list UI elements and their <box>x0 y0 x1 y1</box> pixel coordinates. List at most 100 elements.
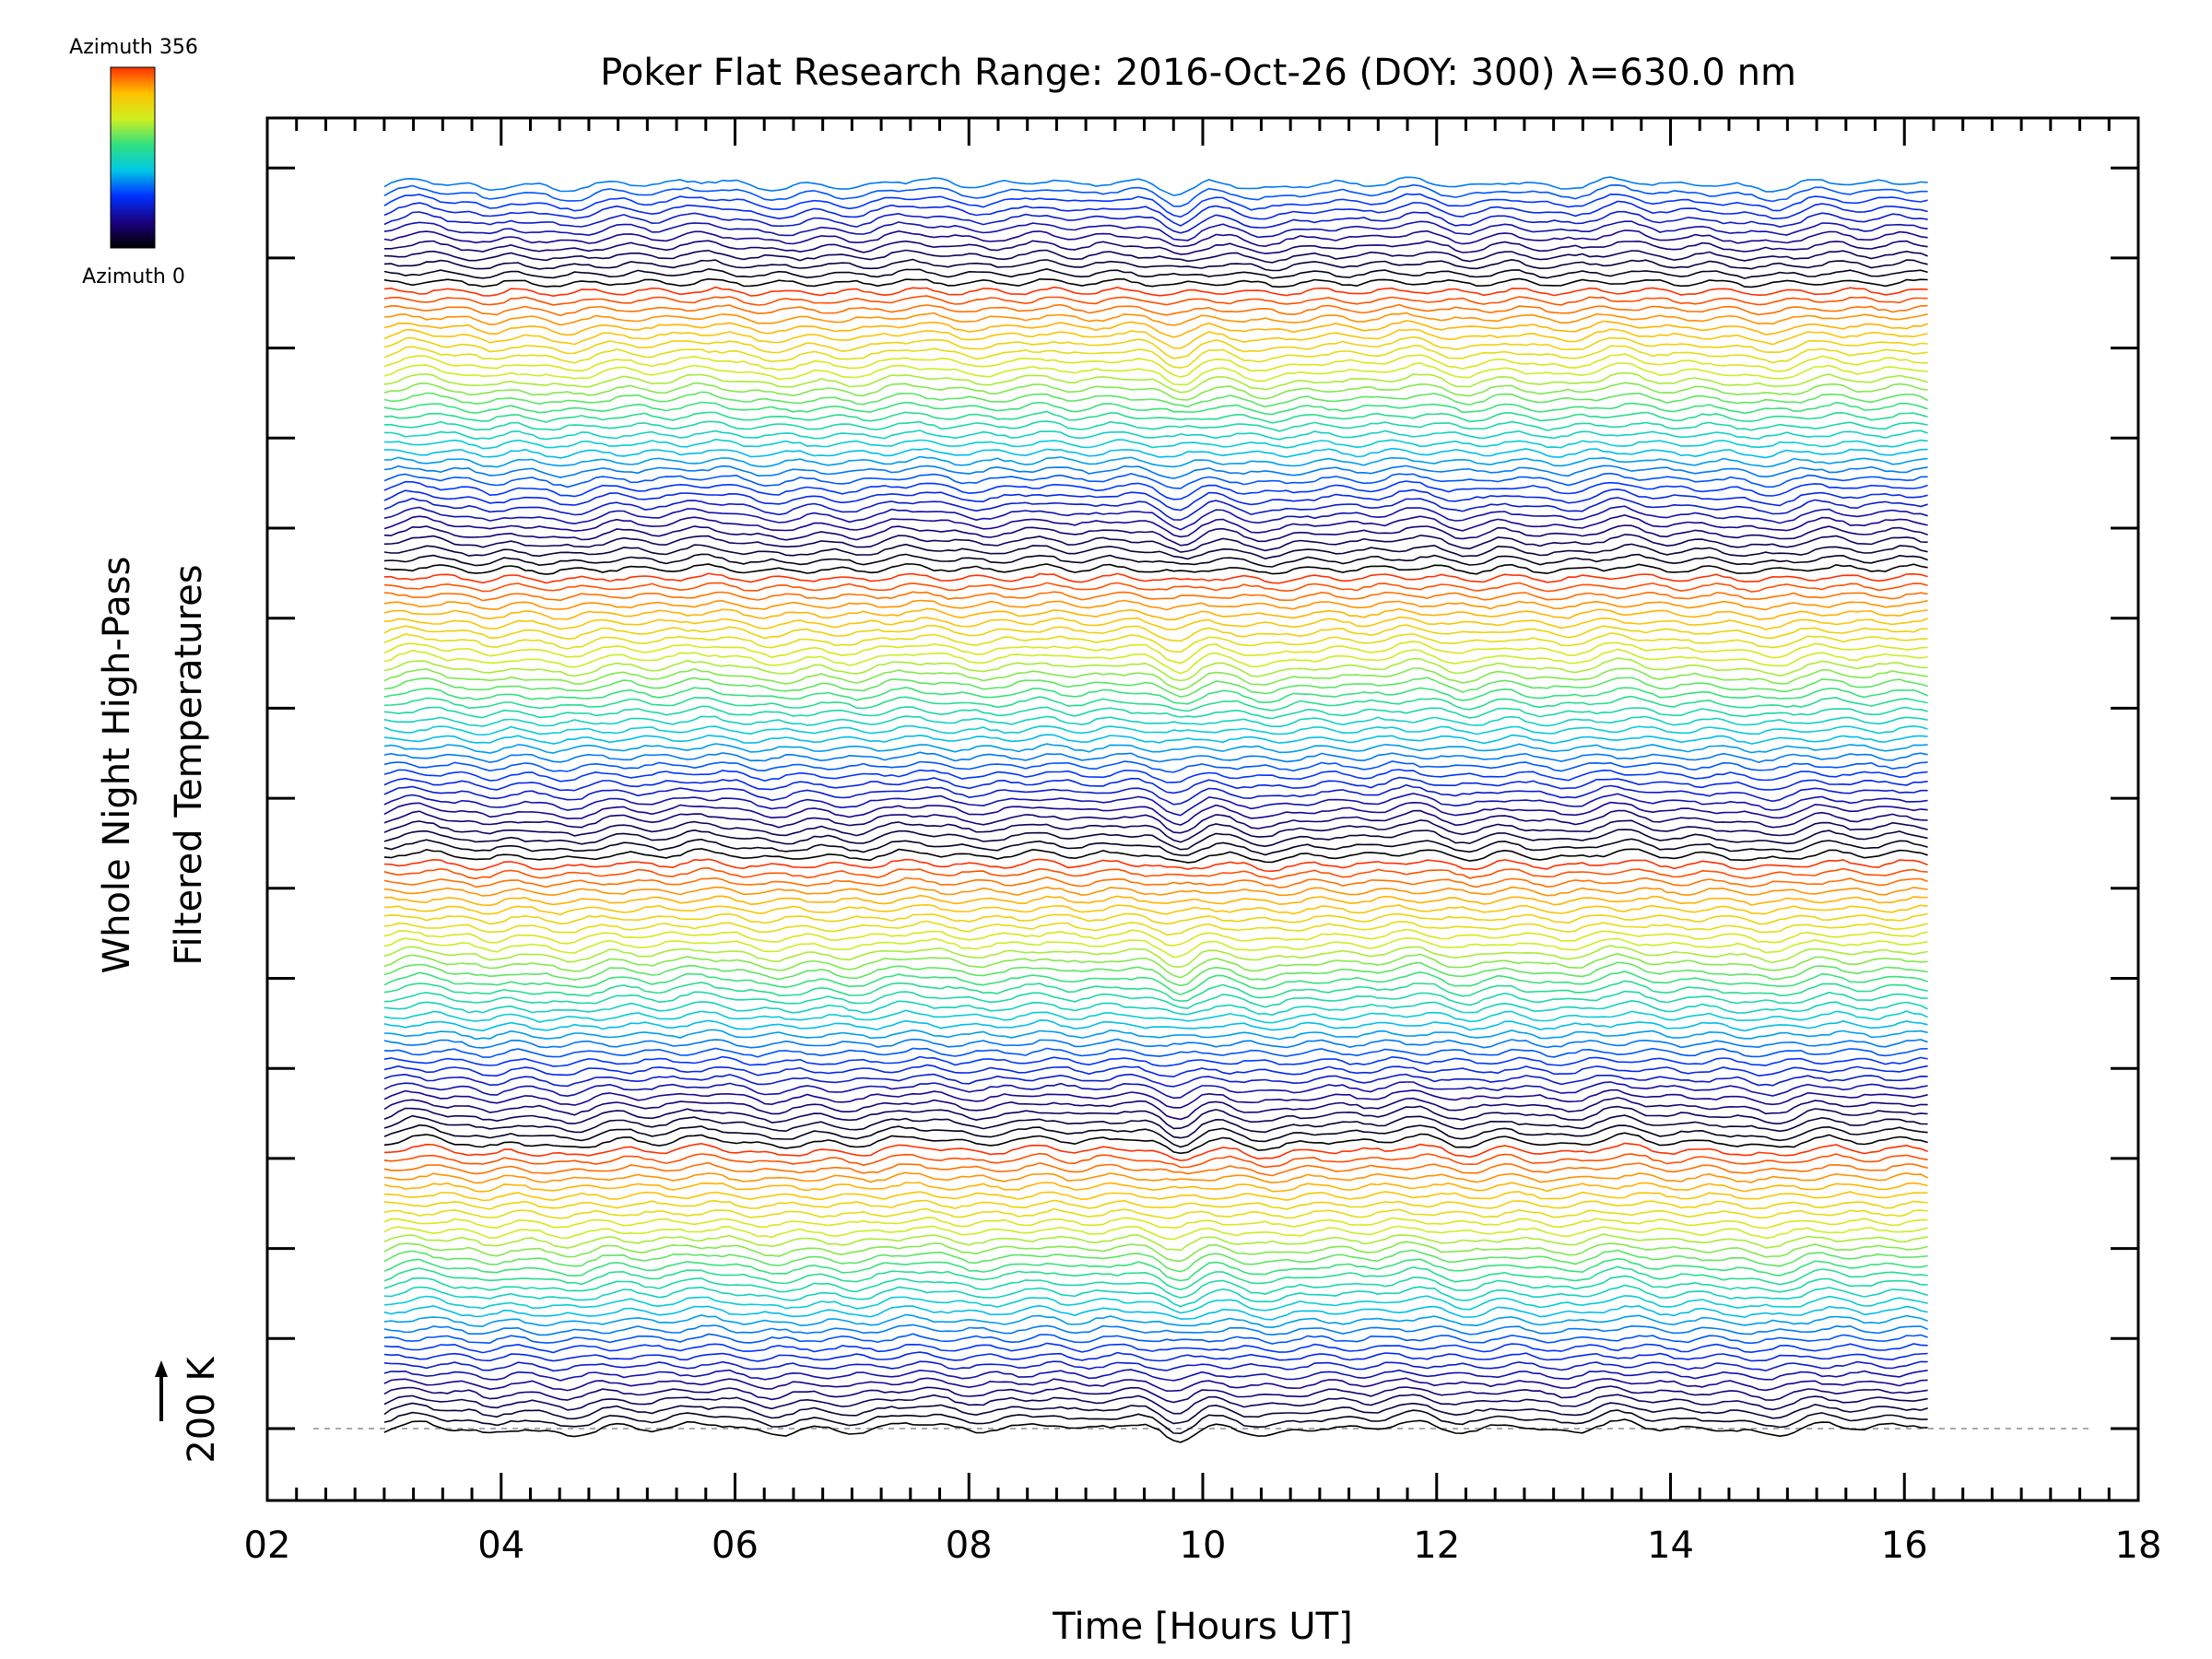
temperature-trace <box>383 848 1928 864</box>
colorbar-top-label: Azimuth 356 <box>69 36 198 59</box>
temperature-trace <box>383 497 1928 521</box>
temperature-trace <box>383 286 1928 298</box>
temperature-trace <box>383 1217 1928 1230</box>
temperature-trace <box>383 193 1928 218</box>
temperature-trace <box>383 210 1928 234</box>
temperature-trace <box>383 1161 1928 1177</box>
x-tick-label: 18 <box>2115 1524 2162 1567</box>
temperature-trace <box>383 1284 1928 1308</box>
temperature-trace <box>383 1142 1928 1162</box>
temperature-trace <box>383 886 1928 897</box>
temperature-trace <box>383 1191 1928 1202</box>
temperature-trace <box>383 591 1928 602</box>
temperature-trace <box>383 776 1928 794</box>
temperature-traces <box>383 176 1928 1443</box>
temperature-trace <box>383 1360 1928 1372</box>
y-axis-label-line-1: Whole Night High-Pass <box>96 557 138 974</box>
temperature-trace <box>383 1029 1928 1041</box>
x-axis-tick-labels: 02 04 06 08 10 12 14 16 18 <box>244 1524 2162 1567</box>
temperature-trace <box>383 465 1928 479</box>
temperature-trace <box>383 783 1928 806</box>
temperature-trace <box>383 335 1928 359</box>
temperature-trace <box>383 1402 1928 1425</box>
temperature-trace <box>383 1342 1928 1354</box>
temperature-trace <box>383 183 1928 207</box>
temperature-trace <box>383 1019 1928 1032</box>
x-tick-label: 10 <box>1180 1524 1227 1567</box>
temperature-trace <box>383 695 1928 712</box>
x-axis-label: Time [Hours UT] <box>1052 1606 1352 1648</box>
colorbar <box>110 66 156 249</box>
temperature-trace <box>383 1182 1928 1193</box>
temperature-trace <box>383 894 1928 907</box>
temperature-trace <box>383 760 1928 773</box>
temperature-trace <box>383 632 1928 653</box>
temperature-trace <box>383 829 1928 851</box>
temperature-trace <box>383 971 1928 996</box>
temperature-trace <box>383 320 1928 338</box>
temperature-trace <box>383 277 1928 288</box>
x-tick-label: 14 <box>1647 1524 1694 1567</box>
temperature-trace <box>383 734 1928 745</box>
temperature-trace <box>383 952 1928 979</box>
temperature-trace <box>383 420 1928 432</box>
y-axis-label: Whole Night High-Pass Filtered Temperatu… <box>96 557 210 974</box>
temperature-trace <box>383 229 1928 248</box>
temperature-trace <box>383 1132 1928 1155</box>
temperature-trace <box>383 429 1928 441</box>
temperature-trace <box>383 1199 1928 1210</box>
temperature-trace <box>383 410 1928 424</box>
temperature-trace <box>383 1351 1928 1362</box>
temperature-trace <box>383 1324 1928 1336</box>
x-tick-label: 08 <box>946 1524 993 1567</box>
temperature-trace <box>383 572 1928 584</box>
temperature-trace <box>383 371 1928 394</box>
temperature-trace <box>383 1171 1928 1184</box>
temperature-trace <box>383 328 1928 349</box>
temperature-trace <box>383 858 1928 873</box>
temperature-trace <box>383 401 1928 416</box>
temperature-trace <box>383 743 1928 754</box>
temperature-trace <box>383 553 1928 568</box>
temperature-trace <box>383 876 1928 888</box>
temperature-trace <box>383 1064 1928 1078</box>
temperature-trace <box>383 903 1928 916</box>
x-tick-label: 16 <box>1881 1524 1928 1567</box>
temperature-trace <box>383 1124 1928 1148</box>
temperature-trace <box>383 200 1928 227</box>
temperature-trace <box>383 534 1928 553</box>
temperature-trace <box>383 1073 1928 1088</box>
temperature-trace <box>383 945 1928 969</box>
temperature-trace <box>383 936 1928 959</box>
x-tick-label: 02 <box>244 1524 291 1567</box>
temperature-trace <box>383 488 1928 512</box>
temperature-trace <box>383 1233 1928 1252</box>
temperature-trace <box>383 599 1928 611</box>
temperature-trace <box>383 295 1928 306</box>
temperature-trace <box>383 1225 1928 1241</box>
temperature-trace <box>383 980 1928 1003</box>
temperature-trace <box>383 667 1928 691</box>
temperature-trace <box>383 1409 1928 1435</box>
temperature-trace <box>383 1265 1928 1291</box>
temperature-trace <box>383 1249 1928 1273</box>
temperature-trace <box>383 505 1928 531</box>
temperature-trace <box>383 1304 1928 1321</box>
temperature-trace <box>383 724 1928 736</box>
temperature-trace <box>383 582 1928 593</box>
temperature-trace <box>383 353 1928 378</box>
temperature-trace <box>383 1088 1928 1109</box>
temperature-trace <box>383 455 1928 468</box>
temperature-trace <box>383 809 1928 834</box>
temperature-trace <box>383 1377 1928 1393</box>
temperature-trace <box>383 1385 1928 1404</box>
temperature-trace <box>383 866 1928 880</box>
temperature-trace <box>383 1369 1928 1382</box>
temperature-trace <box>383 607 1928 621</box>
temperature-trace <box>383 1105 1928 1130</box>
temperature-trace <box>383 793 1928 817</box>
temperature-trace <box>383 1241 1928 1263</box>
temperature-trace <box>383 616 1928 631</box>
temperature-trace <box>383 447 1928 459</box>
x-tick-label: 06 <box>712 1524 759 1567</box>
